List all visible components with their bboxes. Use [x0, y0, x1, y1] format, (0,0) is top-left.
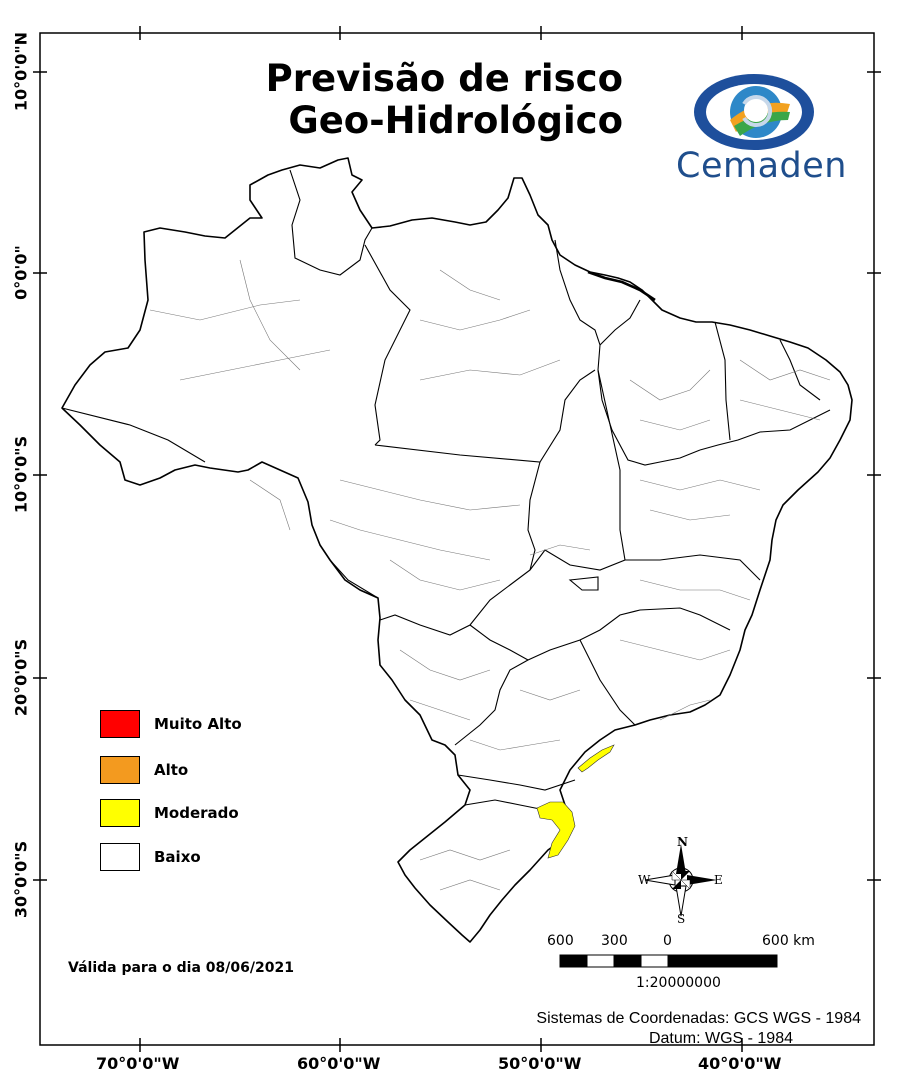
regional-borders — [149, 259, 831, 891]
scale-label-600-left: 600 — [547, 933, 574, 949]
lon-label-40w: 40°0'0"W — [698, 1054, 782, 1073]
legend-item-moderado: Moderado — [100, 796, 239, 830]
graticule-ticks — [33, 26, 881, 1052]
eye-logo-icon — [694, 74, 814, 150]
legend-swatch-baixo — [100, 843, 140, 871]
brazil-outline — [61, 157, 853, 943]
lat-label-30s: 30°0'0"S — [11, 840, 31, 919]
map-title: Previsão de risco Geo-Hidrológico — [266, 58, 623, 142]
compass-e: E — [714, 873, 723, 887]
scale-bar — [559, 954, 778, 968]
valid-date: Válida para o dia 08/06/2021 — [68, 960, 294, 976]
legend-swatch-moderado — [100, 799, 140, 827]
lat-label-0: 0°0'0" — [11, 245, 31, 300]
lon-label-60w: 60°0'0"W — [297, 1054, 381, 1073]
risk-area-sp-coast — [577, 744, 615, 773]
legend-label-muito-alto: Muito Alto — [154, 715, 242, 733]
lat-label-20s: 20°0'0"S — [11, 638, 31, 717]
legend-label-alto: Alto — [154, 761, 189, 779]
coordinate-system-text: Sistemas de Coordenadas: GCS WGS - 1984 — [536, 1010, 861, 1027]
legend-swatch-muito-alto — [100, 710, 140, 738]
legend-item-baixo: Baixo — [100, 840, 201, 874]
scale-label-0: 0 — [663, 933, 672, 949]
risk-area-sc-coast — [536, 801, 576, 859]
compass-w: W — [638, 873, 651, 887]
datum-text: Datum: WGS - 1984 — [648, 1030, 793, 1047]
compass-n: N — [677, 835, 688, 849]
legend-label-moderado: Moderado — [154, 804, 239, 822]
legend-item-alto: Alto — [100, 753, 188, 787]
legend-label-baixo: Baixo — [154, 848, 201, 866]
logo-text: Cemaden — [676, 146, 847, 186]
northern-coastline — [587, 270, 656, 302]
legend-swatch-alto — [100, 756, 140, 784]
scale-ratio: 1:20000000 — [636, 975, 721, 991]
scale-label-600km: 600 km — [762, 933, 815, 949]
state-borders — [61, 169, 831, 811]
lon-label-70w: 70°0'0"W — [96, 1054, 180, 1073]
lon-label-50w: 50°0'0"W — [498, 1054, 582, 1073]
title-line-1: Previsão de risco — [265, 57, 623, 100]
title-line-2: Geo-Hidrológico — [288, 99, 623, 142]
compass-rose-icon — [644, 844, 717, 917]
scale-label-300: 300 — [601, 933, 628, 949]
compass-s: S — [677, 912, 686, 926]
lat-label-10s: 10°0'0"S — [11, 435, 31, 514]
lat-label-10n: 10°0'0"N — [11, 31, 31, 112]
legend-item-muito-alto: Muito Alto — [100, 707, 242, 741]
